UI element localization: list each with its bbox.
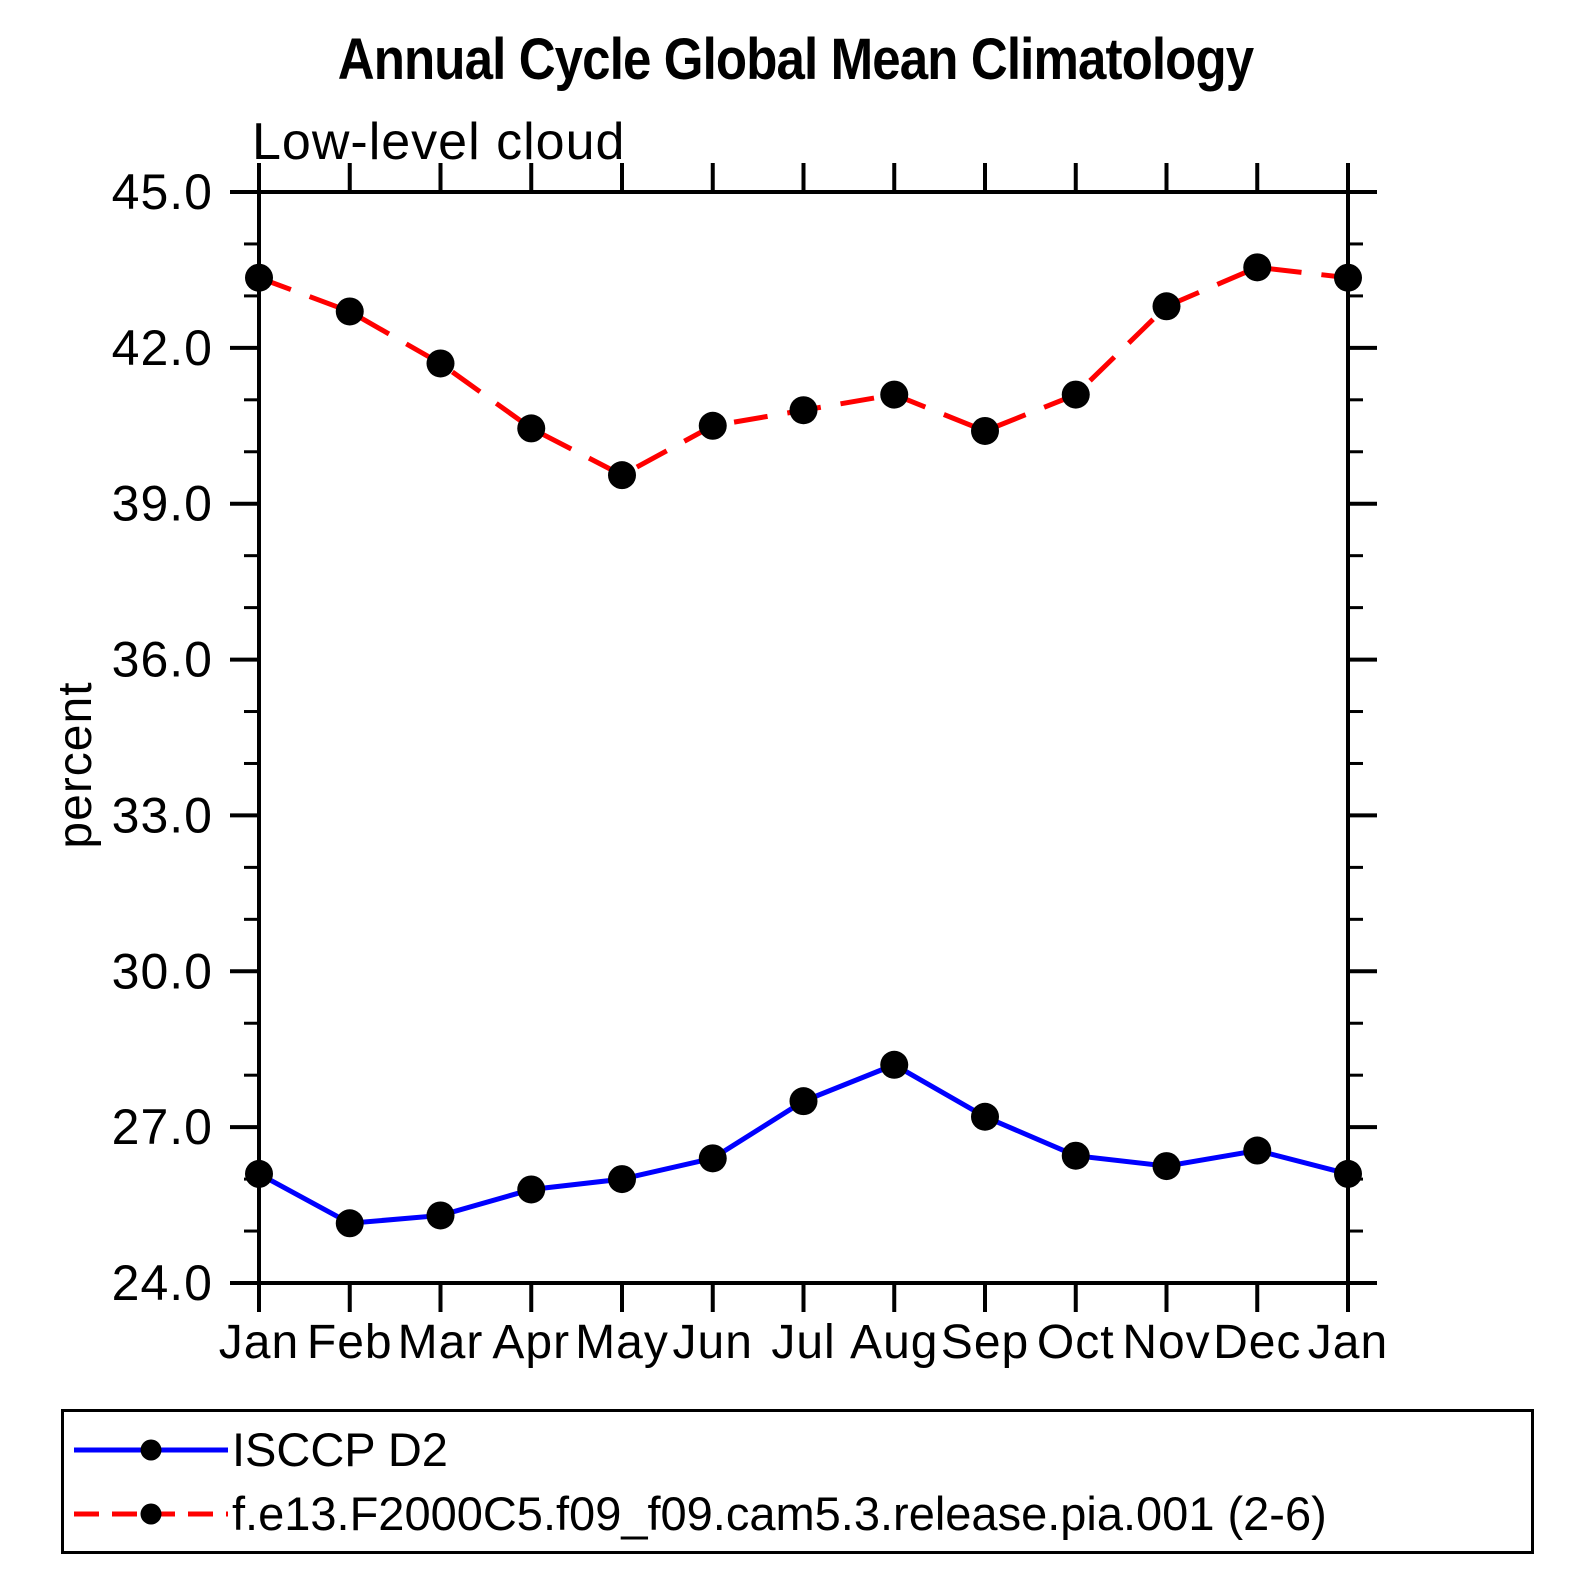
y-tick-label: 30.0 (112, 943, 213, 999)
data-point (1243, 253, 1272, 282)
data-point (426, 1201, 455, 1230)
x-tick-label: Jan (219, 1316, 299, 1369)
chart-title: Annual Cycle Global Mean Climatology (337, 27, 1254, 92)
x-tick-label: Jul (771, 1316, 835, 1369)
data-point (698, 411, 727, 440)
legend-solid-line-icon (74, 1439, 228, 1461)
x-tick-label: Apr (492, 1316, 570, 1369)
data-point (1061, 1141, 1090, 1170)
legend-box: ISCCP D2 f.e13.F2000C5.f09_f09.cam5.3.re… (61, 1409, 1534, 1554)
y-tick-label: 33.0 (112, 787, 213, 843)
data-point (1061, 380, 1090, 409)
plot-frame (257, 190, 1350, 1285)
chart-subtitle: Low-level cloud (252, 113, 626, 171)
axis-ticks (230, 163, 1377, 1312)
y-tick-label: 45.0 (112, 164, 213, 220)
legend-item-isccp: ISCCP D2 (70, 1423, 448, 1476)
y-tick-label: 27.0 (112, 1099, 213, 1155)
legend-label-isccp: ISCCP D2 (232, 1423, 448, 1476)
x-tick-label: Aug (850, 1316, 938, 1369)
data-point (789, 396, 818, 425)
x-tick-label: Jan (1308, 1316, 1388, 1369)
legend-dashed-line-icon (74, 1503, 228, 1525)
x-tick-label: Feb (307, 1316, 393, 1369)
legend-item-model: f.e13.F2000C5.f09_f09.cam5.3.release.pia… (70, 1487, 1327, 1540)
x-tick-label: Oct (1037, 1316, 1115, 1369)
data-point (517, 414, 546, 443)
data-series (245, 253, 1362, 1238)
data-point (608, 461, 636, 490)
y-tick-label: 24.0 (112, 1255, 213, 1311)
data-point (698, 1144, 727, 1173)
data-point (517, 1175, 546, 1204)
x-tick-label: May (575, 1316, 669, 1369)
data-point (880, 380, 909, 409)
series-line-1 (258, 264, 1349, 478)
data-point (971, 1102, 999, 1131)
x-tick-label: Jun (673, 1316, 753, 1369)
data-point (335, 297, 364, 326)
data-point (335, 1209, 364, 1238)
legend-marker-icon (140, 1503, 162, 1525)
data-point (426, 349, 455, 378)
x-tick-label: Dec (1213, 1316, 1301, 1369)
data-point (1152, 292, 1181, 321)
x-tick-label: Mar (398, 1316, 484, 1369)
data-point (608, 1165, 636, 1194)
legend-marker-icon (140, 1439, 162, 1461)
data-point (971, 416, 999, 445)
x-tick-label: Nov (1122, 1316, 1210, 1369)
x-tick-label: Sep (941, 1316, 1029, 1369)
data-point (1243, 1136, 1272, 1165)
data-point (789, 1087, 818, 1116)
y-tick-label: 36.0 (112, 632, 213, 688)
data-point (1152, 1152, 1181, 1181)
legend-label-model: f.e13.F2000C5.f09_f09.cam5.3.release.pia… (232, 1487, 1327, 1540)
y-tick-label: 42.0 (112, 320, 213, 376)
data-point (880, 1050, 909, 1079)
y-tick-label: 39.0 (112, 476, 213, 532)
